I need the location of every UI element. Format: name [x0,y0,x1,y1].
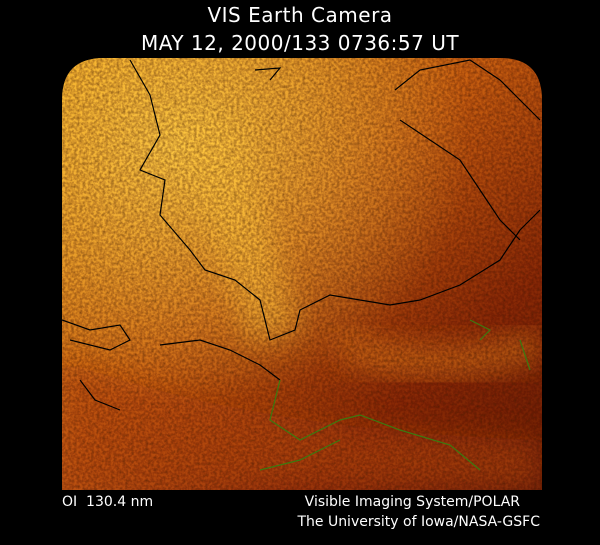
institution-label: The University of Iowa/NASA-GSFC [296,514,540,530]
instrument-label: Visible Imaging System/POLAR [305,494,521,510]
camera-image [62,58,542,490]
coastline [62,59,541,411]
timestamp: MAY 12, 2000/133 0736:57 UT [141,31,459,55]
filter-label: OI 130.4 nm [62,494,153,510]
coastline-green [259,319,531,471]
title: VIS Earth Camera [207,3,392,27]
